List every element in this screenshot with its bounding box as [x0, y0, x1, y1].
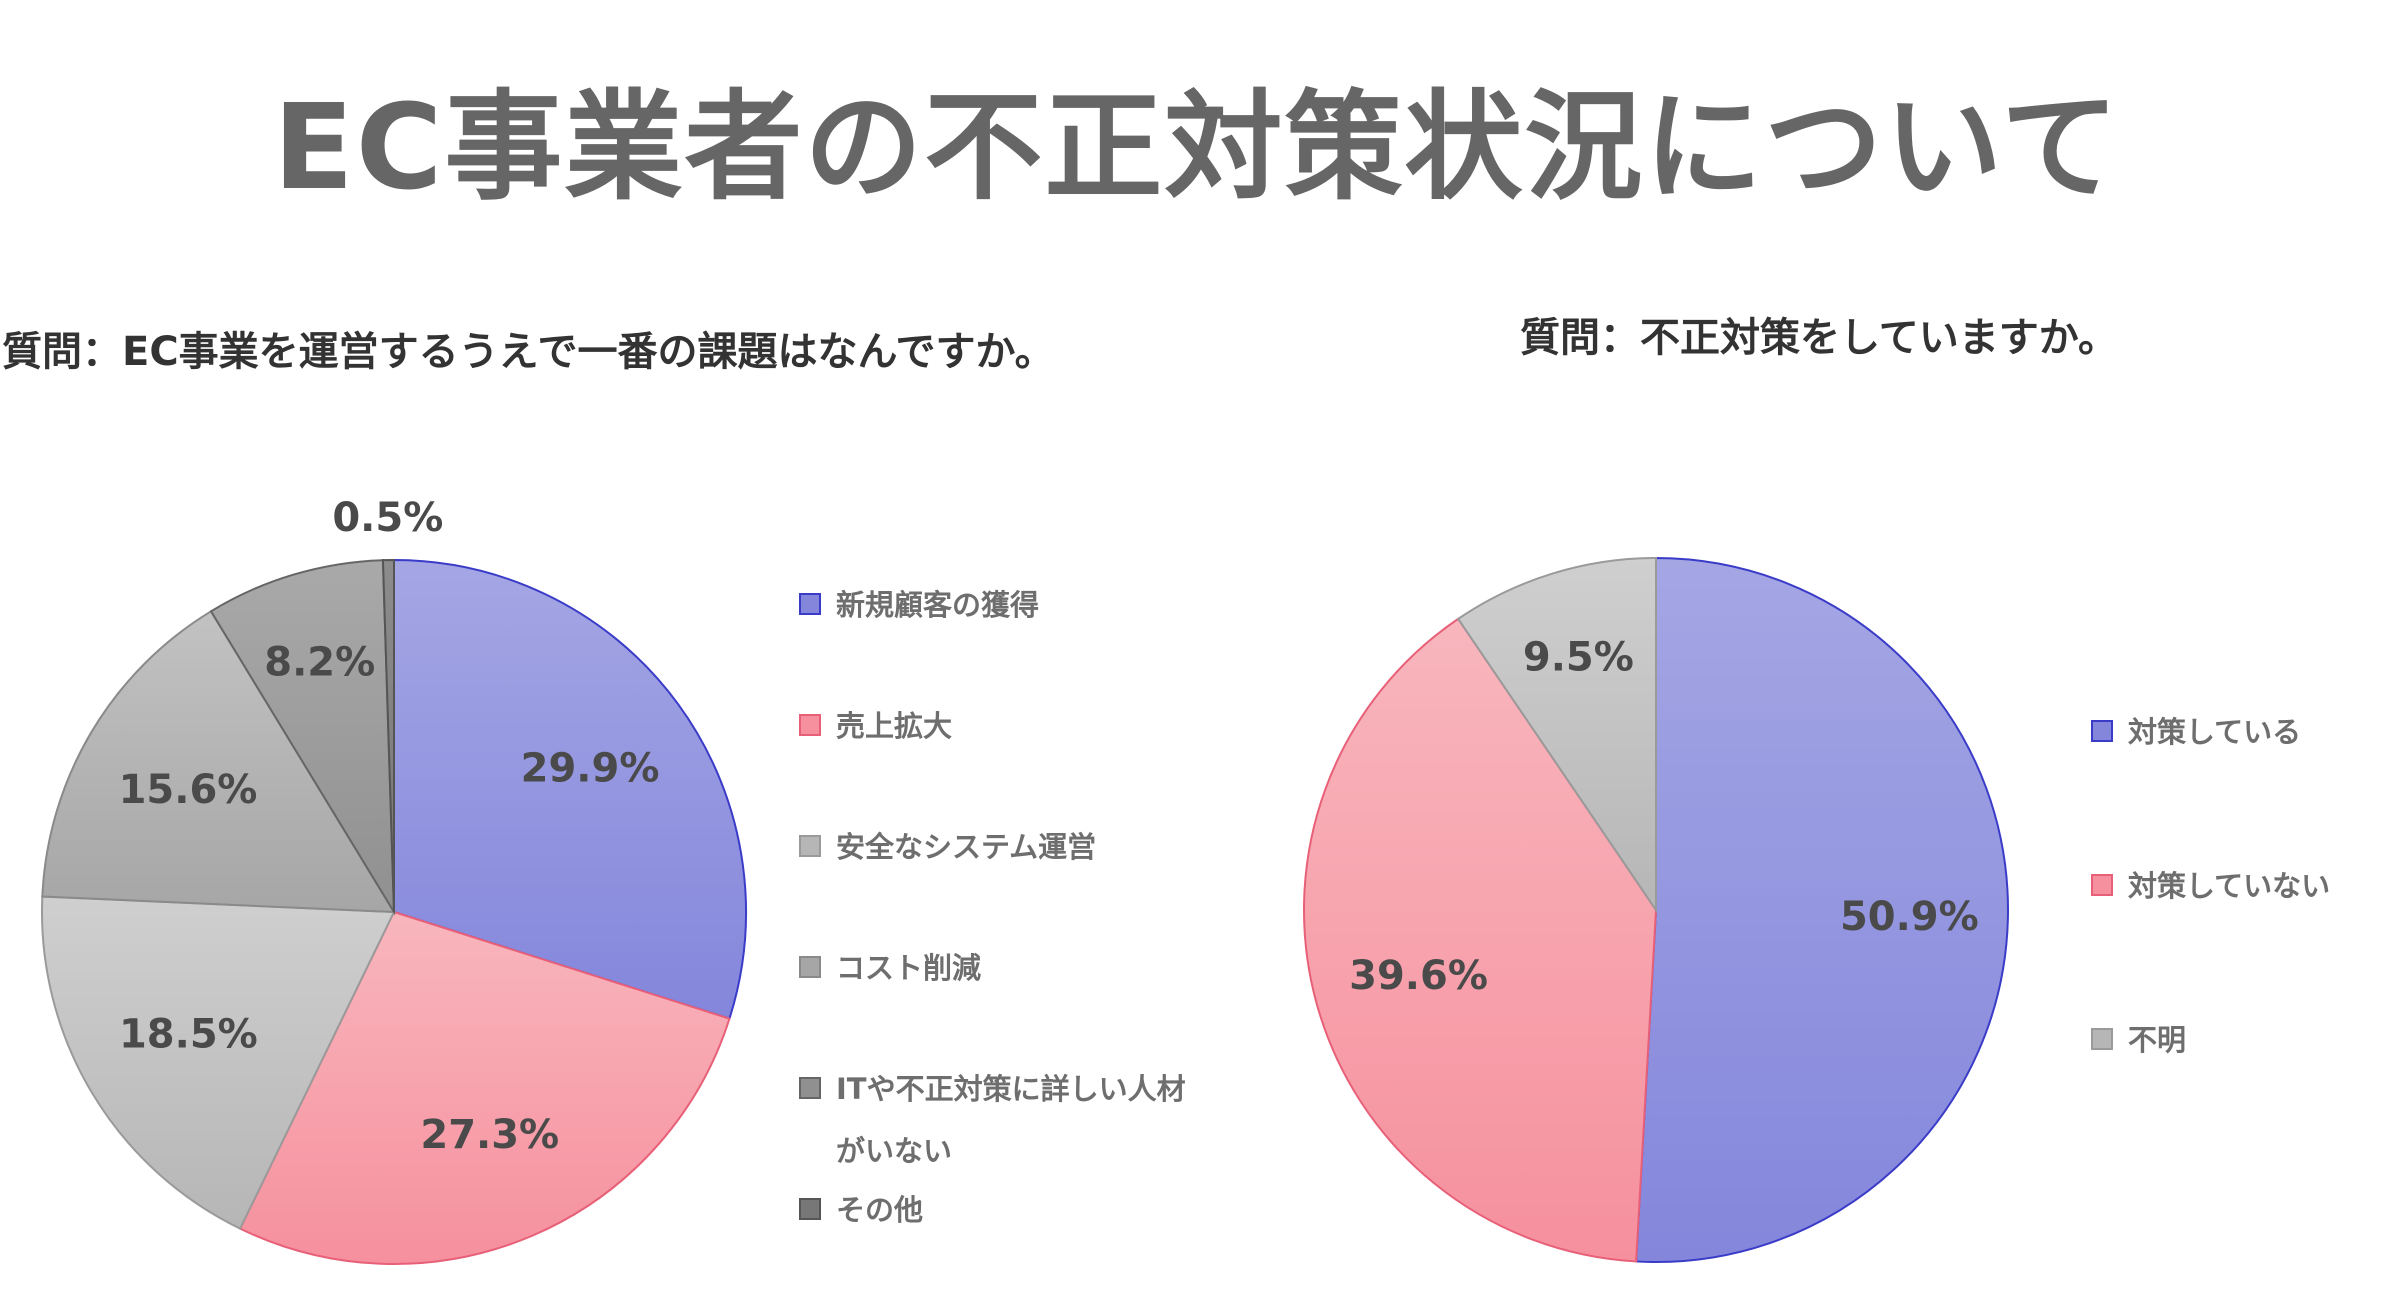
legend-item: 売上拡大: [799, 709, 952, 743]
legend-item: その他: [799, 1193, 923, 1227]
legend-label: 新規顧客の獲得: [836, 588, 1039, 622]
legend-swatch: [799, 1198, 821, 1220]
legend-item: 不明: [2091, 1023, 2186, 1057]
page-title: EC事業者の不正対策状況について: [273, 78, 2121, 216]
legend-item: 対策していない: [2091, 869, 2330, 903]
slice-value-label: 9.5%: [1523, 635, 1634, 681]
slice-value-label: 27.3%: [420, 1112, 559, 1158]
pie-slice: [41, 609, 396, 914]
legend-swatch: [799, 956, 821, 978]
pie-slice: [41, 895, 396, 1230]
chart-1-question: 質問：EC事業を運営するうえで一番の課題はなんですか。: [2, 329, 1055, 375]
legend-label: コスト削減: [836, 951, 981, 985]
pie-chart-fraud-measures: 50.9% 39.6% 9.5%: [1303, 556, 2009, 1263]
pie-slice: [1303, 617, 1658, 1263]
legend-label: 対策している: [2128, 715, 2301, 749]
slice-value-label: 0.5%: [332, 495, 443, 541]
legend-swatch: [2091, 874, 2113, 896]
legend-label: その他: [836, 1193, 923, 1227]
legend-swatch: [799, 593, 821, 615]
slice-value-label: 8.2%: [264, 639, 375, 685]
legend-item: 安全なシステム運営: [799, 830, 1096, 864]
pie-slice: [1456, 556, 1657, 914]
pie-slice: [209, 559, 396, 916]
legend-label: 対策していない: [2128, 869, 2330, 903]
legend-item: 対策している: [2091, 715, 2301, 749]
legend-item: コスト削減: [799, 951, 981, 985]
pie-slice: [1635, 556, 2009, 1263]
slice-value-label: 18.5%: [119, 1011, 258, 1057]
legend-swatch: [799, 1077, 821, 1099]
legend-swatch: [799, 835, 821, 857]
slice-value-label: 15.6%: [119, 767, 258, 813]
legend-label: 売上拡大: [836, 709, 952, 743]
slice-value-label: 50.9%: [1840, 894, 1979, 940]
legend-label: 不明: [2128, 1023, 2186, 1057]
legend-item: 新規顧客の獲得: [799, 588, 1039, 622]
legend-swatch: [2091, 1028, 2113, 1050]
legend-label: がいない: [836, 1134, 952, 1168]
slice-value-label: 39.6%: [1349, 953, 1488, 999]
pie-chart-challenges: 29.9% 27.3% 18.5% 15.6% 8.2% 0.5%: [41, 495, 747, 1265]
legend-label: 安全なシステム運営: [836, 830, 1096, 864]
pie-slice: [381, 558, 395, 913]
chart-2-question: 質問：不正対策をしていますか。: [1520, 315, 2118, 361]
slice-value-label: 29.9%: [521, 746, 660, 792]
pie-slice: [393, 558, 747, 1020]
pie-slice: [238, 910, 731, 1265]
legend-swatch: [799, 714, 821, 736]
legend-swatch: [2091, 720, 2113, 742]
legend-label: ITや不正対策に詳しい人材: [836, 1072, 1186, 1106]
